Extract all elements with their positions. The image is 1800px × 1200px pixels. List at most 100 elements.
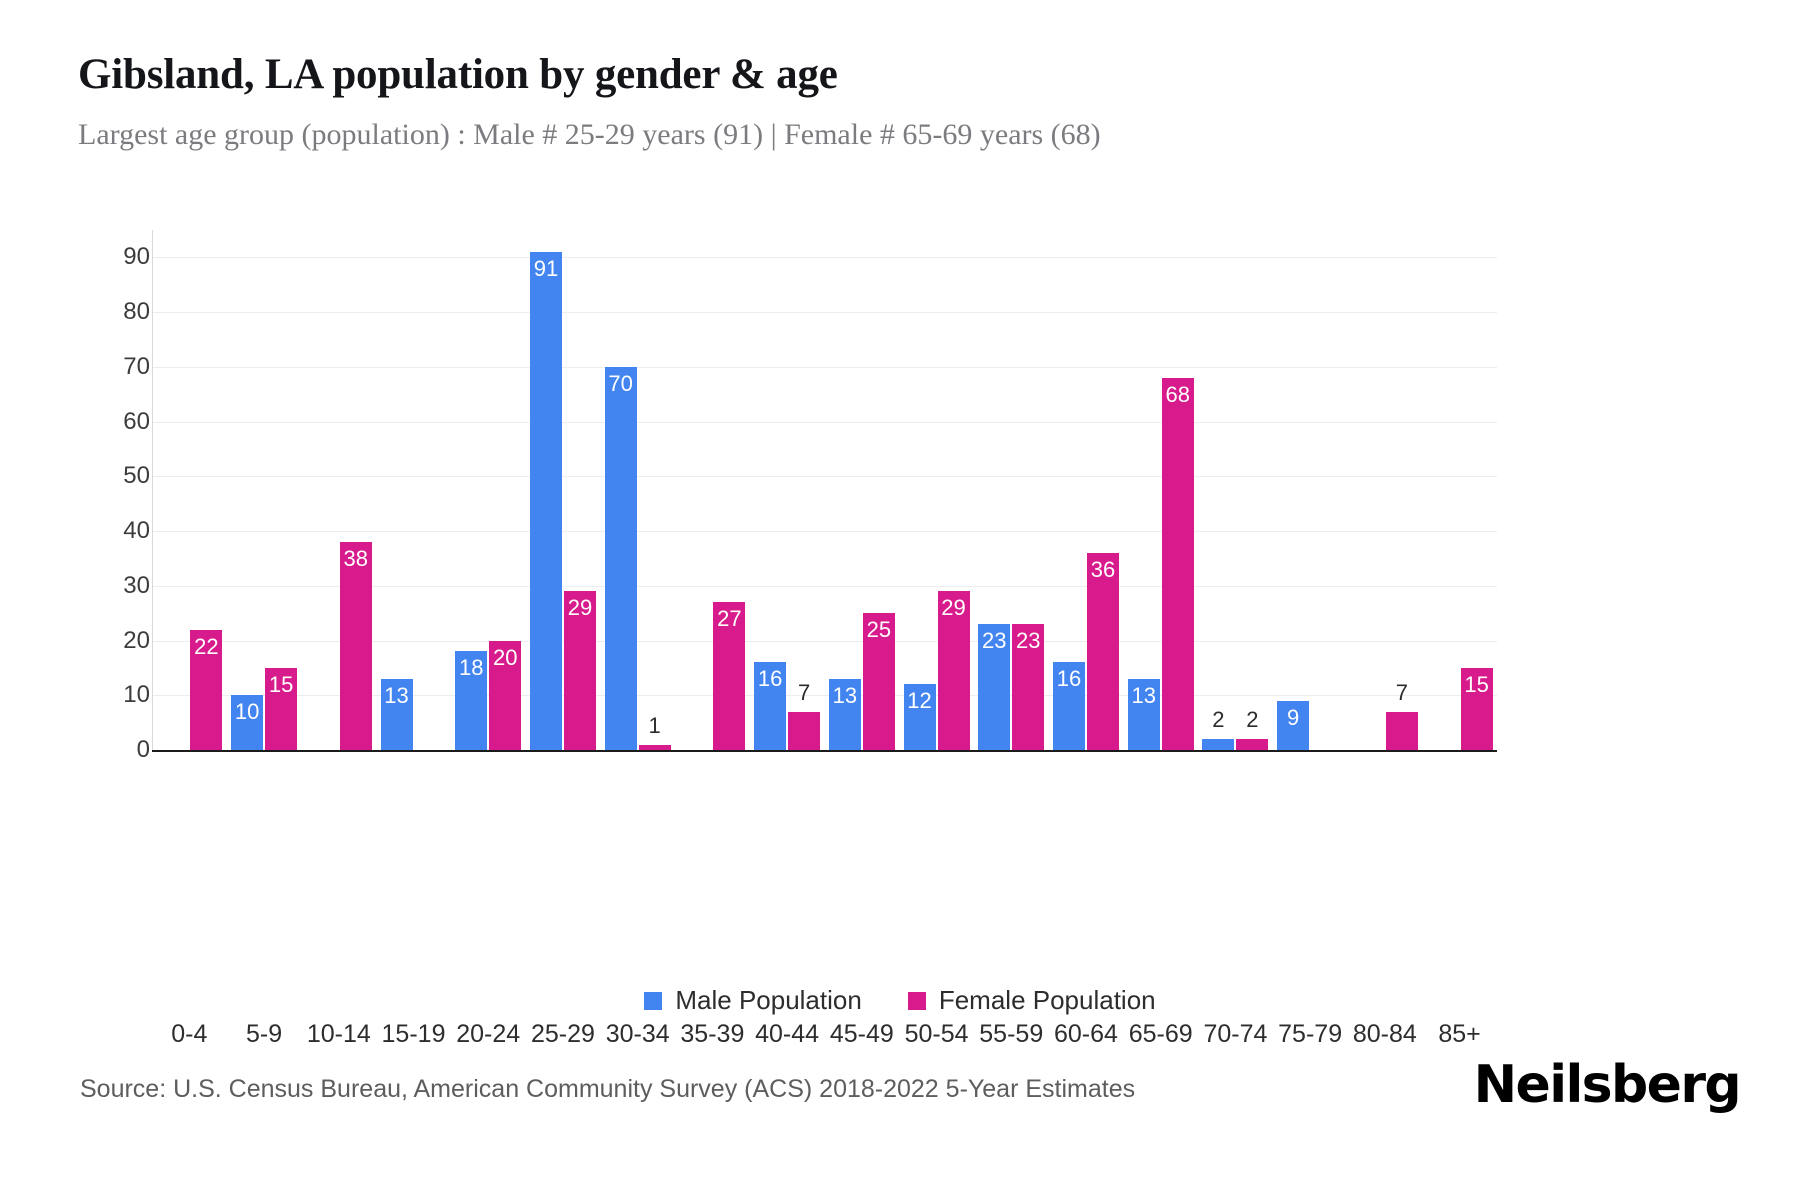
legend-swatch-icon: [644, 991, 663, 1010]
gridline: [152, 585, 1497, 587]
bar-group: 9: [1273, 230, 1348, 750]
bar[interactable]: 12: [903, 684, 936, 750]
bar-group: 13 68: [1123, 230, 1198, 750]
bar-value-label: 15: [1464, 671, 1489, 697]
bar-group: 18 20: [451, 230, 526, 750]
gridline: [152, 476, 1497, 478]
y-axis-tick: 0: [136, 736, 150, 763]
gridline: [152, 695, 1497, 697]
source-note: Source: U.S. Census Bureau, American Com…: [80, 1075, 1136, 1103]
bar-value-label: 36: [1090, 556, 1116, 582]
bar[interactable]: 18: [455, 651, 488, 750]
bar[interactable]: 16: [754, 662, 787, 750]
bar-value-label: 15: [268, 671, 294, 697]
bar[interactable]: 23: [1012, 624, 1045, 750]
bar-group: 22: [152, 230, 227, 750]
x-axis-tick: 65-69: [1128, 1020, 1193, 1048]
legend-item[interactable]: Male Population: [644, 985, 862, 1016]
bar-value-label: 22: [194, 633, 219, 659]
bar[interactable]: 68: [1161, 377, 1194, 750]
legend-item[interactable]: Female Population: [907, 985, 1156, 1016]
bar-group: 13: [376, 230, 451, 750]
y-axis-tick: 60: [123, 407, 150, 435]
y-axis-tick: 30: [123, 571, 150, 599]
bar-value-label: 20: [492, 644, 518, 670]
gridline: [152, 312, 1497, 314]
bar-group: 10 15: [227, 230, 302, 750]
bar[interactable]: 27: [713, 602, 746, 750]
x-axis-tick: 25-29: [530, 1020, 595, 1048]
bar-value-label: 23: [982, 628, 1007, 654]
bar-value-label: 38: [343, 546, 369, 571]
bar[interactable]: 15: [1460, 667, 1493, 750]
bar[interactable]: 91: [529, 251, 562, 750]
bar[interactable]: 1: [638, 714, 671, 750]
chart-header: Gibsland, LA population by gender & age …: [78, 50, 1678, 153]
bar[interactable]: 2: [1202, 709, 1235, 750]
bar[interactable]: 36: [1086, 552, 1119, 750]
bar-value-label: 2: [1212, 707, 1225, 733]
gridline: [152, 640, 1497, 642]
x-axis: 0-4 5-9 10-14 15-19 20-24 25-29 30-34 35-39 40-4…: [152, 1020, 1497, 1049]
bar-value-label: 27: [717, 606, 742, 632]
x-axis-tick: 0-4: [171, 1020, 208, 1048]
bar-value-label: 23: [1016, 628, 1041, 654]
chart-subtitle: Largest age group (population) : Male # …: [78, 118, 1101, 152]
bar[interactable]: 29: [563, 591, 596, 750]
bar[interactable]: 10: [231, 695, 264, 750]
bar[interactable]: 20: [489, 640, 522, 750]
legend-label: Male Population: [675, 985, 862, 1015]
bar[interactable]: 2: [1236, 709, 1269, 750]
bar[interactable]: 13: [1127, 678, 1160, 750]
bar[interactable]: 29: [937, 591, 970, 750]
x-axis-tick: 50-54: [904, 1020, 969, 1048]
x-axis-tick: 30-34: [605, 1020, 670, 1048]
x-axis-tick: 15-19: [381, 1020, 446, 1048]
legend-label: Female Population: [938, 985, 1156, 1015]
bar-value-label: 13: [1131, 682, 1156, 708]
gridline: [152, 421, 1497, 423]
bar-value-label: 10: [234, 699, 260, 725]
brand-logo: Neilsberg: [1473, 1055, 1742, 1115]
bar-group: 23 23: [974, 230, 1049, 750]
bar[interactable]: 38: [339, 542, 372, 750]
bar-value-label: 70: [608, 370, 633, 396]
gridline: [152, 531, 1497, 533]
x-axis-tick: 80-84: [1352, 1020, 1417, 1048]
bar[interactable]: 13: [380, 678, 413, 750]
bar[interactable]: 13: [828, 678, 861, 750]
bar[interactable]: 70: [604, 366, 637, 750]
bar-groups: 22 10 15 38 13 18 20 91 29 70 1 27 16 7 13 25 12 29 23 23 16…: [152, 230, 1497, 750]
x-axis-tick: 20-24: [456, 1020, 521, 1048]
bar[interactable]: 7: [788, 681, 821, 750]
chart-legend: Male Population Female Population: [0, 985, 1800, 1016]
bar-group: 16 36: [1049, 230, 1124, 750]
x-axis-tick: 40-44: [755, 1020, 820, 1048]
bar[interactable]: 16: [1052, 662, 1085, 750]
x-axis-line: [152, 750, 1497, 752]
y-axis-tick: 50: [123, 462, 150, 490]
bar[interactable]: 22: [190, 629, 223, 750]
x-axis-tick: 5-9: [246, 1020, 283, 1048]
y-axis-tick: 40: [123, 517, 150, 545]
bar-group: 16 7: [750, 230, 825, 750]
bar-value-label: 13: [832, 682, 858, 708]
bar[interactable]: 23: [978, 624, 1011, 750]
bar-value-label: 1: [648, 712, 661, 738]
bar[interactable]: 25: [862, 613, 895, 750]
bar-group: 91 29: [526, 230, 601, 750]
bar-value-label: 16: [757, 666, 783, 692]
bar[interactable]: 9: [1277, 700, 1310, 750]
chart-plot-area: 0 10 20 30 40 50 60 70 80 90 22 10 15 38 13 18 20 91 29 70…: [0, 230, 1800, 1048]
x-axis-tick: 55-59: [979, 1020, 1044, 1048]
bar[interactable]: 7: [1385, 681, 1418, 750]
bar-value-label: 12: [907, 688, 932, 714]
bar-group: 12 29: [899, 230, 974, 750]
y-axis-tick: 70: [123, 352, 150, 380]
y-axis-tick: 90: [123, 243, 150, 271]
x-axis-tick: 75-79: [1278, 1020, 1343, 1048]
x-axis-tick: 85+: [1438, 1020, 1481, 1048]
bar[interactable]: 15: [265, 667, 298, 750]
legend-swatch-icon: [907, 991, 926, 1010]
bar-value-label: 2: [1246, 707, 1259, 733]
